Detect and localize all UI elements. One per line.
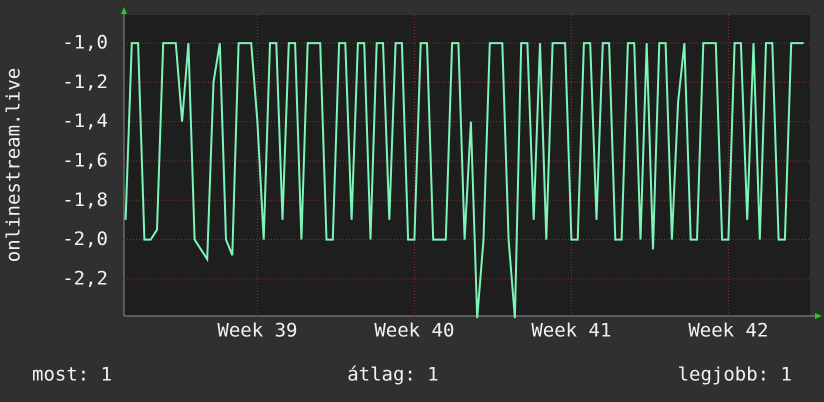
stat-now: most: 1 bbox=[32, 364, 112, 386]
x-tick-label: Week 40 bbox=[374, 320, 454, 342]
y-tick-label: -1,2 bbox=[62, 71, 108, 93]
x-tick-label: Week 41 bbox=[531, 320, 611, 342]
y-tick-label: -1,8 bbox=[62, 189, 108, 211]
x-tick-label: Week 39 bbox=[217, 320, 297, 342]
x-tick-label: Week 42 bbox=[688, 320, 768, 342]
axis-arrow bbox=[121, 7, 127, 14]
data-line bbox=[124, 42, 804, 319]
y-tick-label: -1,0 bbox=[62, 32, 108, 54]
stat-average: átlag: 1 bbox=[347, 364, 439, 386]
y-tick-label: -2,2 bbox=[62, 267, 108, 289]
y-tick-label: -2,0 bbox=[62, 228, 108, 250]
axis-arrow bbox=[815, 313, 822, 319]
plot-area bbox=[124, 15, 810, 315]
y-tick-label: -1,4 bbox=[62, 110, 108, 132]
stat-max: legjobb: 1 bbox=[678, 364, 792, 386]
y-axis-label: onlinestream.live bbox=[3, 68, 25, 262]
y-tick-label: -1,6 bbox=[62, 149, 108, 171]
